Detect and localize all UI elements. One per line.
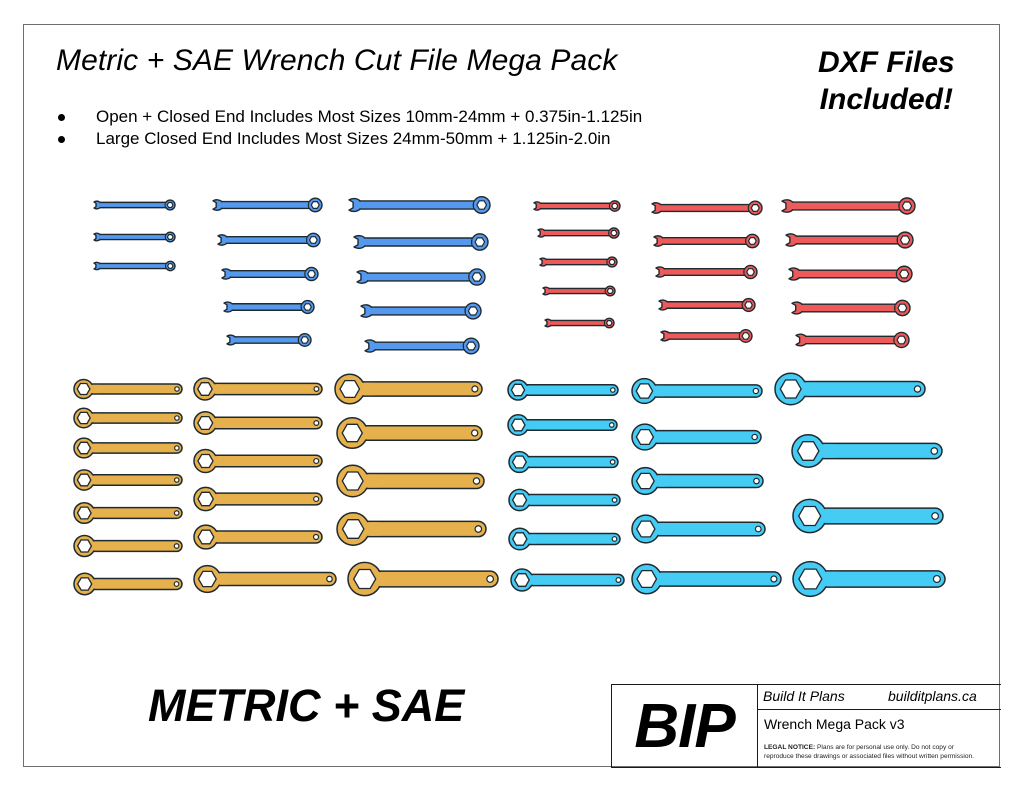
ring-wrench-icon [774, 372, 926, 406]
feature-item: Open + Closed End Includes Most Sizes 10… [58, 106, 642, 128]
combination-wrench-icon [539, 256, 618, 268]
gold-ring-medium-group [193, 377, 337, 594]
combination-wrench-icon [348, 195, 491, 215]
ring-wrench-icon [508, 488, 621, 512]
combination-wrench-icon [356, 268, 486, 286]
feature-text: Large Closed End Includes Most Sizes 24m… [96, 129, 611, 148]
feature-text: Open + Closed End Includes Most Sizes 10… [96, 107, 643, 126]
blue-combination-large-group [348, 195, 491, 355]
ring-wrench-icon [791, 434, 943, 468]
red-combination-large-group [781, 197, 916, 349]
combination-wrench-icon [781, 197, 916, 215]
ring-wrench-icon [631, 514, 766, 544]
combination-wrench-icon [658, 297, 756, 313]
ring-wrench-icon [73, 534, 183, 558]
ring-wrench-icon [73, 378, 183, 400]
title-block-info: Build It Plans builditplans.ca Wrench Me… [758, 685, 1001, 767]
dxf-badge-line2: Included! [819, 83, 954, 116]
combination-wrench-icon [537, 227, 620, 239]
ring-wrench-icon [334, 373, 483, 405]
ring-wrench-icon [507, 379, 619, 401]
combination-wrench-icon [360, 302, 482, 320]
metric-sae-label: METRIC + SAE [148, 680, 465, 731]
dxf-badge: DXF Files Included! [818, 44, 955, 118]
company-row: Build It Plans builditplans.ca [758, 685, 1001, 710]
legal-notice-text-2: reproduce these drawings or associated f… [764, 753, 975, 760]
bip-logo: BIP [612, 685, 758, 767]
title-block: BIP Build It Plans builditplans.ca Wrenc… [611, 684, 1001, 768]
ring-wrench-icon [508, 527, 621, 551]
red-combination-medium-group [651, 200, 763, 343]
ring-wrench-icon [73, 572, 183, 596]
combination-wrench-icon [655, 264, 758, 280]
ring-wrench-icon [193, 410, 323, 436]
ring-wrench-icon [73, 407, 183, 429]
combination-wrench-icon [223, 299, 315, 315]
combination-wrench-icon [93, 231, 176, 243]
combination-wrench-icon [788, 265, 913, 283]
ring-wrench-icon [336, 512, 487, 546]
company-name: Build It Plans [763, 688, 845, 704]
combination-wrench-icon [533, 200, 621, 212]
cyan-ring-medium-group [631, 377, 782, 595]
feature-item: Large Closed End Includes Most Sizes 24m… [58, 128, 642, 150]
cyan-ring-large-group [774, 372, 946, 598]
blue-combination-small-group [93, 199, 176, 272]
combination-wrench-icon [93, 260, 176, 272]
ring-wrench-icon [507, 414, 618, 436]
gold-ring-small-group [73, 378, 183, 596]
ring-wrench-icon [193, 377, 323, 401]
website-link[interactable]: builditplans.ca [888, 688, 977, 704]
legal-notice-text-1: Plans are for personal use only. Do not … [817, 744, 954, 751]
combination-wrench-icon [791, 299, 911, 317]
combination-wrench-icon [660, 329, 753, 343]
bullet-icon [58, 136, 65, 143]
cyan-ring-small-group [507, 379, 625, 592]
ring-wrench-icon [347, 561, 499, 597]
combination-wrench-icon [653, 233, 760, 249]
red-combination-small-group [533, 200, 621, 329]
ring-wrench-icon [631, 563, 782, 595]
dxf-badge-line1: DXF Files [818, 46, 955, 79]
ring-wrench-icon [73, 469, 183, 491]
legal-notice: LEGAL NOTICE: Plans are for personal use… [764, 743, 974, 761]
combination-wrench-icon [353, 233, 489, 251]
ring-wrench-icon [193, 564, 337, 594]
gold-ring-large-group [334, 373, 499, 597]
ring-wrench-icon [336, 464, 485, 498]
combination-wrench-icon [221, 266, 319, 282]
page-title: Metric + SAE Wrench Cut File Mega Pack [56, 44, 618, 77]
blue-combination-medium-group [212, 197, 323, 347]
combination-wrench-icon [785, 231, 914, 249]
combination-wrench-icon [217, 232, 321, 248]
legal-notice-label: LEGAL NOTICE: [764, 744, 816, 751]
combination-wrench-icon [542, 285, 616, 297]
combination-wrench-icon [212, 197, 323, 213]
ring-wrench-icon [193, 448, 323, 474]
ring-wrench-icon [193, 524, 323, 550]
combination-wrench-icon [651, 200, 763, 216]
ring-wrench-icon [73, 501, 183, 525]
ring-wrench-icon [631, 423, 762, 451]
ring-wrench-icon [193, 486, 323, 512]
bullet-icon [58, 114, 65, 121]
project-name: Wrench Mega Pack v3 [764, 716, 905, 732]
ring-wrench-icon [508, 450, 619, 474]
ring-wrench-icon [73, 437, 183, 459]
feature-list: Open + Closed End Includes Most Sizes 10… [58, 106, 642, 150]
ring-wrench-icon [631, 466, 764, 496]
ring-wrench-icon [631, 377, 763, 405]
combination-wrench-icon [795, 331, 910, 349]
combination-wrench-icon [544, 317, 615, 329]
page-border [23, 24, 1000, 767]
ring-wrench-icon [336, 417, 483, 449]
ring-wrench-icon [510, 568, 625, 592]
ring-wrench-icon [792, 498, 944, 534]
combination-wrench-icon [93, 199, 176, 211]
combination-wrench-icon [364, 337, 480, 355]
combination-wrench-icon [226, 333, 312, 347]
ring-wrench-icon [792, 560, 946, 598]
